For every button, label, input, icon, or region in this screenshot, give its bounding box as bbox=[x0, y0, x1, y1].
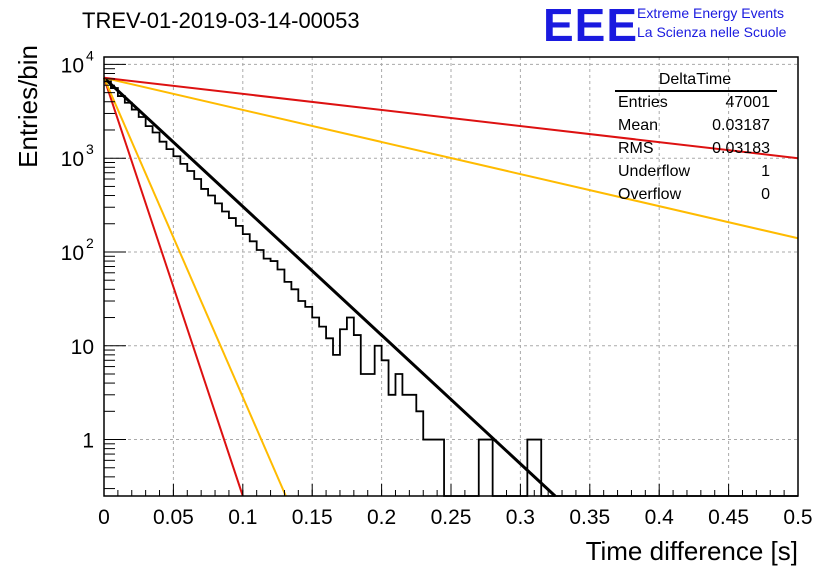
tick-labels: 0 0.05 0.1 0.15 0.2 0.25 0.3 0.35 0.4 0.45 0.51101… bbox=[61, 47, 813, 529]
stats-label: Underflow bbox=[618, 163, 691, 180]
x-tick-label: 0.25 bbox=[431, 506, 472, 529]
x-tick-label: 0.45 bbox=[708, 506, 749, 529]
y-tick-exponent: 2 bbox=[86, 235, 94, 251]
grid-lines bbox=[104, 57, 798, 496]
y-axis-label: Entries/bin bbox=[13, 45, 43, 168]
y-tick-label: 10 bbox=[61, 54, 84, 77]
y-tick-exponent: 3 bbox=[86, 141, 94, 157]
x-tick-label: 0.35 bbox=[569, 506, 610, 529]
fit-lines bbox=[102, 76, 799, 498]
stats-title: DeltaTime bbox=[658, 71, 732, 88]
x-tick-label: 0.5 bbox=[783, 506, 812, 529]
eee-logo: EEE Extreme Energy Events La Scienza nel… bbox=[543, 0, 833, 51]
stats-value: 0.03183 bbox=[712, 140, 770, 157]
stats-row-overflow: Overflow 0 bbox=[613, 186, 777, 209]
page-title: TREV-01-2019-03-14-00053 bbox=[82, 8, 360, 33]
stats-label: Overflow bbox=[618, 186, 682, 203]
logo-line-1: Extreme Energy Events bbox=[637, 5, 785, 21]
stats-row-entries: Entries 47001 bbox=[613, 94, 777, 117]
fit-line bbox=[103, 77, 244, 497]
stats-divider bbox=[615, 90, 777, 92]
stats-row-mean: Mean 0.03187 bbox=[613, 117, 777, 140]
x-tick-label: 0.15 bbox=[292, 506, 333, 529]
x-tick-label: 0.05 bbox=[153, 506, 194, 529]
stats-value: 47001 bbox=[725, 94, 771, 111]
x-tick-label: 0.3 bbox=[506, 506, 535, 529]
stats-row-underflow: Underflow 1 bbox=[613, 163, 777, 186]
y-tick-label: 10 bbox=[61, 148, 84, 171]
fit-line bbox=[103, 76, 799, 240]
logo-mark: EEE bbox=[543, 0, 639, 51]
y-tick-label: 10 bbox=[71, 336, 94, 359]
stats-label: Entries bbox=[618, 94, 668, 111]
stats-value: 1 bbox=[761, 163, 770, 180]
fit-line bbox=[103, 77, 287, 497]
y-tick-label: 1 bbox=[82, 430, 94, 453]
x-axis-label: Time difference [s] bbox=[586, 536, 798, 566]
y-tick-exponent: 4 bbox=[86, 47, 94, 63]
stats-value: 0.03187 bbox=[712, 117, 770, 134]
x-tick-label: 0.4 bbox=[645, 506, 675, 529]
x-tick-label: 0.2 bbox=[367, 506, 396, 529]
stats-row-rms: RMS 0.03183 bbox=[613, 140, 777, 163]
y-tick-label: 10 bbox=[61, 242, 84, 265]
stats-label: RMS bbox=[618, 140, 654, 157]
stats-label: Mean bbox=[618, 117, 659, 134]
stats-box: DeltaTime Entries 47001 Mean 0.03187 RMS… bbox=[613, 71, 777, 209]
logo-line-2: La Scienza nelle Scuole bbox=[637, 24, 787, 40]
fit-line bbox=[102, 76, 557, 498]
stats-value: 0 bbox=[761, 186, 770, 203]
x-tick-label: 0.1 bbox=[228, 506, 257, 529]
axis-ticks bbox=[103, 63, 799, 496]
fit-line bbox=[103, 76, 799, 160]
x-tick-label: 0 bbox=[98, 506, 110, 529]
